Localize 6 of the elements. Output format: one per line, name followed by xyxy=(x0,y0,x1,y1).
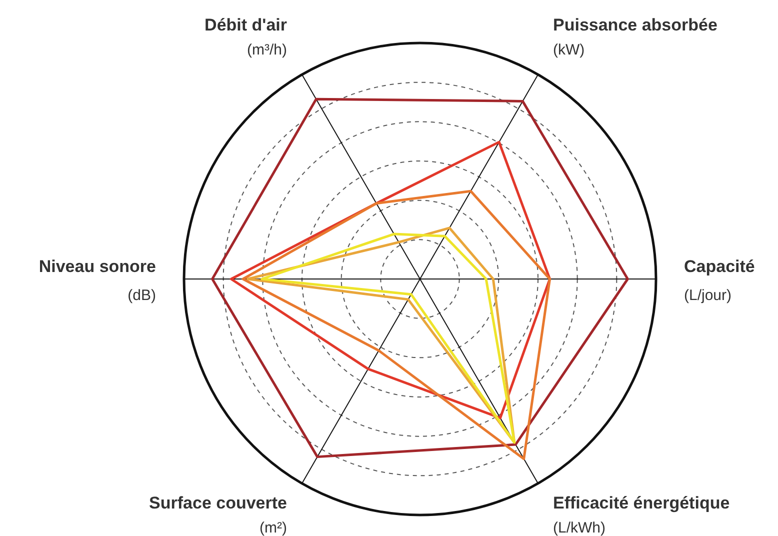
spoke-label: Niveau sonore (dB) xyxy=(38,257,156,304)
spoke-label: Capacité (L/jour) xyxy=(684,257,755,304)
spoke-label: Débit d'air (m³/h) xyxy=(204,16,288,59)
spoke-label: Puissance absorbée (kW) xyxy=(553,16,718,59)
spoke-label: Efficacité énergétique (L/kWh) xyxy=(553,493,730,536)
spoke-label: Surface couverte (m²) xyxy=(149,493,287,536)
